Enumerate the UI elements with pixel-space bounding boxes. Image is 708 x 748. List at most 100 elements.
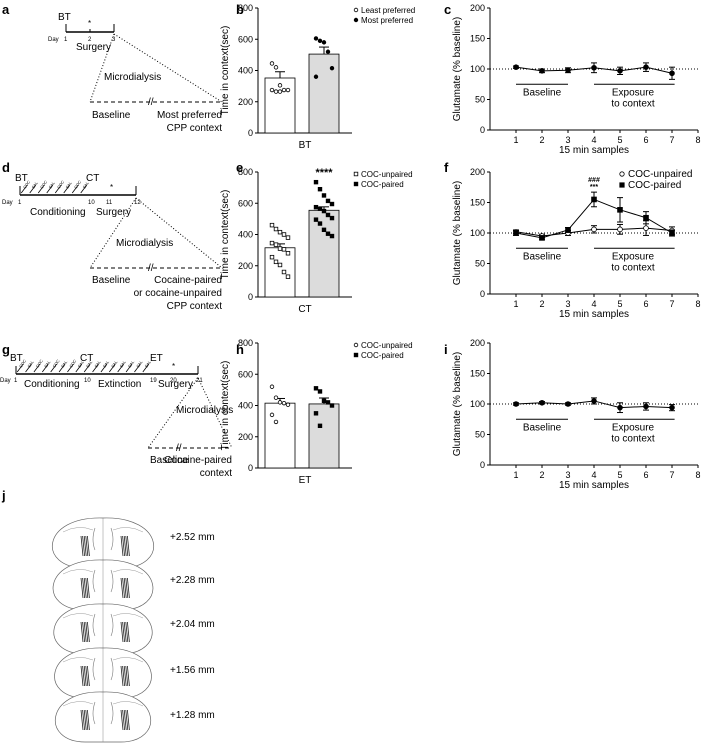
y-axis-title: Glutamate (% baseline) (452, 352, 463, 457)
probe-track (125, 535, 129, 557)
ventricle-outline (92, 527, 96, 551)
probe-track (123, 535, 127, 557)
timeline-first-label: BT (15, 173, 28, 184)
data-point (591, 226, 597, 233)
data-point (277, 229, 283, 235)
break-mark: // (148, 263, 154, 274)
probe-track (123, 709, 127, 731)
asterisk: * (88, 19, 91, 28)
probe-track (80, 709, 84, 731)
baseline-label: Baseline (92, 275, 131, 286)
data-point (643, 403, 649, 410)
x-tick-label: 3 (565, 299, 570, 309)
baseline-period-label: Baseline (523, 251, 562, 262)
data-point (269, 254, 275, 260)
data-point (669, 70, 675, 77)
x-tick-label: 3 (565, 470, 570, 480)
data-point (513, 230, 519, 236)
day-tick: 10 (84, 378, 91, 384)
x-tick-label: 1 (513, 135, 518, 145)
stage-label: Surgery (96, 207, 131, 218)
section-label: +1.56 mm (170, 665, 215, 676)
data-point (353, 17, 359, 23)
region-contour (112, 569, 144, 575)
break-mark: // (148, 97, 154, 108)
baseline-label: Baseline (92, 110, 131, 121)
bar (308, 209, 340, 298)
x-axis-label: ET (299, 475, 312, 486)
probe-track (83, 577, 87, 599)
syringe-icon (29, 184, 37, 194)
y-tick-label: 600 (238, 198, 253, 208)
x-tick-label: 6 (643, 135, 648, 145)
data-point (325, 231, 331, 236)
day-tick: 10 (88, 200, 95, 206)
x-tick-label: 7 (669, 470, 674, 480)
panel-letter-h: h (236, 342, 244, 357)
syringe-label: SAL (47, 180, 56, 190)
data-point (313, 179, 319, 185)
data-point (277, 83, 283, 88)
syringe-label: SAL (135, 359, 144, 369)
region-contour (62, 657, 94, 663)
probe-track (80, 665, 84, 687)
x-tick-label: 8 (695, 470, 700, 480)
probe-track (87, 577, 90, 599)
x-tick-label: 2 (539, 470, 544, 480)
context-label: CPP context (167, 301, 223, 312)
syringe-icon (20, 184, 28, 194)
syringe-icon (134, 363, 141, 373)
data-point (317, 389, 323, 394)
probe-track (82, 577, 85, 599)
data-point (281, 247, 287, 252)
data-point (321, 398, 327, 404)
context-label: Cocaine-paired (164, 455, 232, 466)
data-point (591, 398, 597, 404)
x-tick-label: 6 (643, 299, 648, 309)
timeline-test-label-2: ET (150, 353, 163, 364)
syringe-icon (54, 184, 62, 194)
data-point (313, 386, 319, 391)
syringe-row: COC SAL COC SAL COC SAL COC SAL SAL SAL SAL SAL SAL S… (16, 358, 152, 373)
y-tick-label: 600 (238, 34, 253, 44)
day-label: Day (48, 37, 59, 43)
syringe-label: COC (35, 358, 44, 368)
syringe-icon (33, 363, 41, 373)
data-point (325, 400, 331, 405)
y-tick-label: 200 (238, 97, 253, 107)
data-point (565, 227, 571, 233)
data-point (643, 225, 649, 231)
bar (264, 247, 296, 298)
context-label: or cocaine-unpaired (134, 288, 222, 299)
syringe-icon (71, 184, 79, 194)
syringe-label: COC (18, 358, 27, 368)
section-label: +2.52 mm (170, 532, 215, 543)
probe-track (127, 535, 130, 557)
timeline-test-label: CT (80, 353, 93, 364)
probe-track (85, 621, 89, 643)
bar (308, 403, 340, 469)
x-tick-label: 6 (643, 470, 648, 480)
syringe-icon (63, 184, 71, 194)
y-tick-label: 0 (480, 289, 485, 299)
probe-track (125, 709, 129, 731)
y-tick-label: 400 (238, 66, 253, 76)
syringe-icon (67, 363, 74, 373)
bar-chart-h: 0 200 400 600 800 Time in context(sec) ET COC-u… (220, 338, 413, 486)
stage-label: Extinction (98, 379, 141, 390)
panel-letter-g: g (2, 342, 10, 357)
probe-track (87, 665, 90, 687)
data-point (285, 235, 291, 240)
data-point (617, 207, 623, 213)
y-tick-label: 150 (470, 34, 485, 44)
data-point (321, 208, 327, 214)
ventricle-outline (110, 613, 114, 637)
timeline-d: BT CT COC SAL COC SAL COC SAL COC SAL * Day 1 1… (2, 173, 223, 312)
stage-label: Surgery (76, 42, 111, 53)
baseline-period-label: Baseline (523, 87, 562, 98)
data-point (617, 68, 623, 74)
probe-track (82, 709, 85, 731)
x-tick-label: 5 (617, 299, 622, 309)
x-tick-label: 4 (591, 470, 596, 480)
